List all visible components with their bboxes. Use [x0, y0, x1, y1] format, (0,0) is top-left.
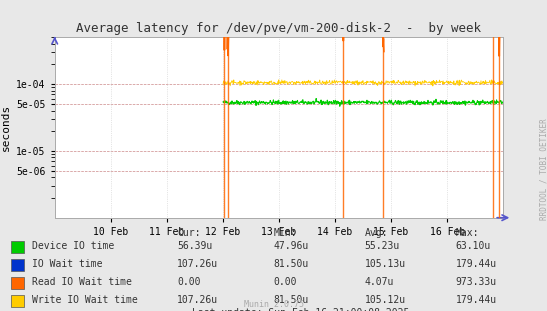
Bar	[11, 259, 24, 271]
Bar	[11, 241, 24, 253]
Text: 179.44u: 179.44u	[456, 259, 497, 269]
Text: Min:: Min:	[274, 228, 297, 238]
Text: 47.96u: 47.96u	[274, 241, 309, 251]
Text: Avg:: Avg:	[365, 228, 388, 238]
Text: 81.50u: 81.50u	[274, 295, 309, 305]
Text: Cur:: Cur:	[177, 228, 201, 238]
Y-axis label: seconds: seconds	[1, 104, 11, 151]
Text: 81.50u: 81.50u	[274, 259, 309, 269]
Text: IO Wait time: IO Wait time	[32, 259, 103, 269]
Text: Read IO Wait time: Read IO Wait time	[32, 277, 132, 287]
Text: 0.00: 0.00	[274, 277, 297, 287]
Text: 63.10u: 63.10u	[456, 241, 491, 251]
Text: 105.13u: 105.13u	[365, 259, 406, 269]
Text: Device IO time: Device IO time	[32, 241, 114, 251]
Bar	[11, 277, 24, 289]
Title: Average latency for /dev/pve/vm-200-disk-2  -  by week: Average latency for /dev/pve/vm-200-disk…	[77, 22, 481, 35]
Text: Max:: Max:	[456, 228, 479, 238]
Text: 107.26u: 107.26u	[177, 295, 218, 305]
Text: 973.33u: 973.33u	[456, 277, 497, 287]
Text: 55.23u: 55.23u	[365, 241, 400, 251]
Text: RRDTOOL / TOBI OETIKER: RRDTOOL / TOBI OETIKER	[540, 118, 547, 220]
Text: 56.39u: 56.39u	[177, 241, 212, 251]
Text: 107.26u: 107.26u	[177, 259, 218, 269]
Text: 105.12u: 105.12u	[365, 295, 406, 305]
Text: 4.07u: 4.07u	[365, 277, 394, 287]
Bar	[11, 295, 24, 307]
Text: Write IO Wait time: Write IO Wait time	[32, 295, 138, 305]
Text: Last update: Sun Feb 16 21:00:08 2025: Last update: Sun Feb 16 21:00:08 2025	[191, 308, 409, 311]
Text: 179.44u: 179.44u	[456, 295, 497, 305]
Text: Munin 2.0.75: Munin 2.0.75	[243, 300, 304, 309]
Text: 0.00: 0.00	[177, 277, 201, 287]
